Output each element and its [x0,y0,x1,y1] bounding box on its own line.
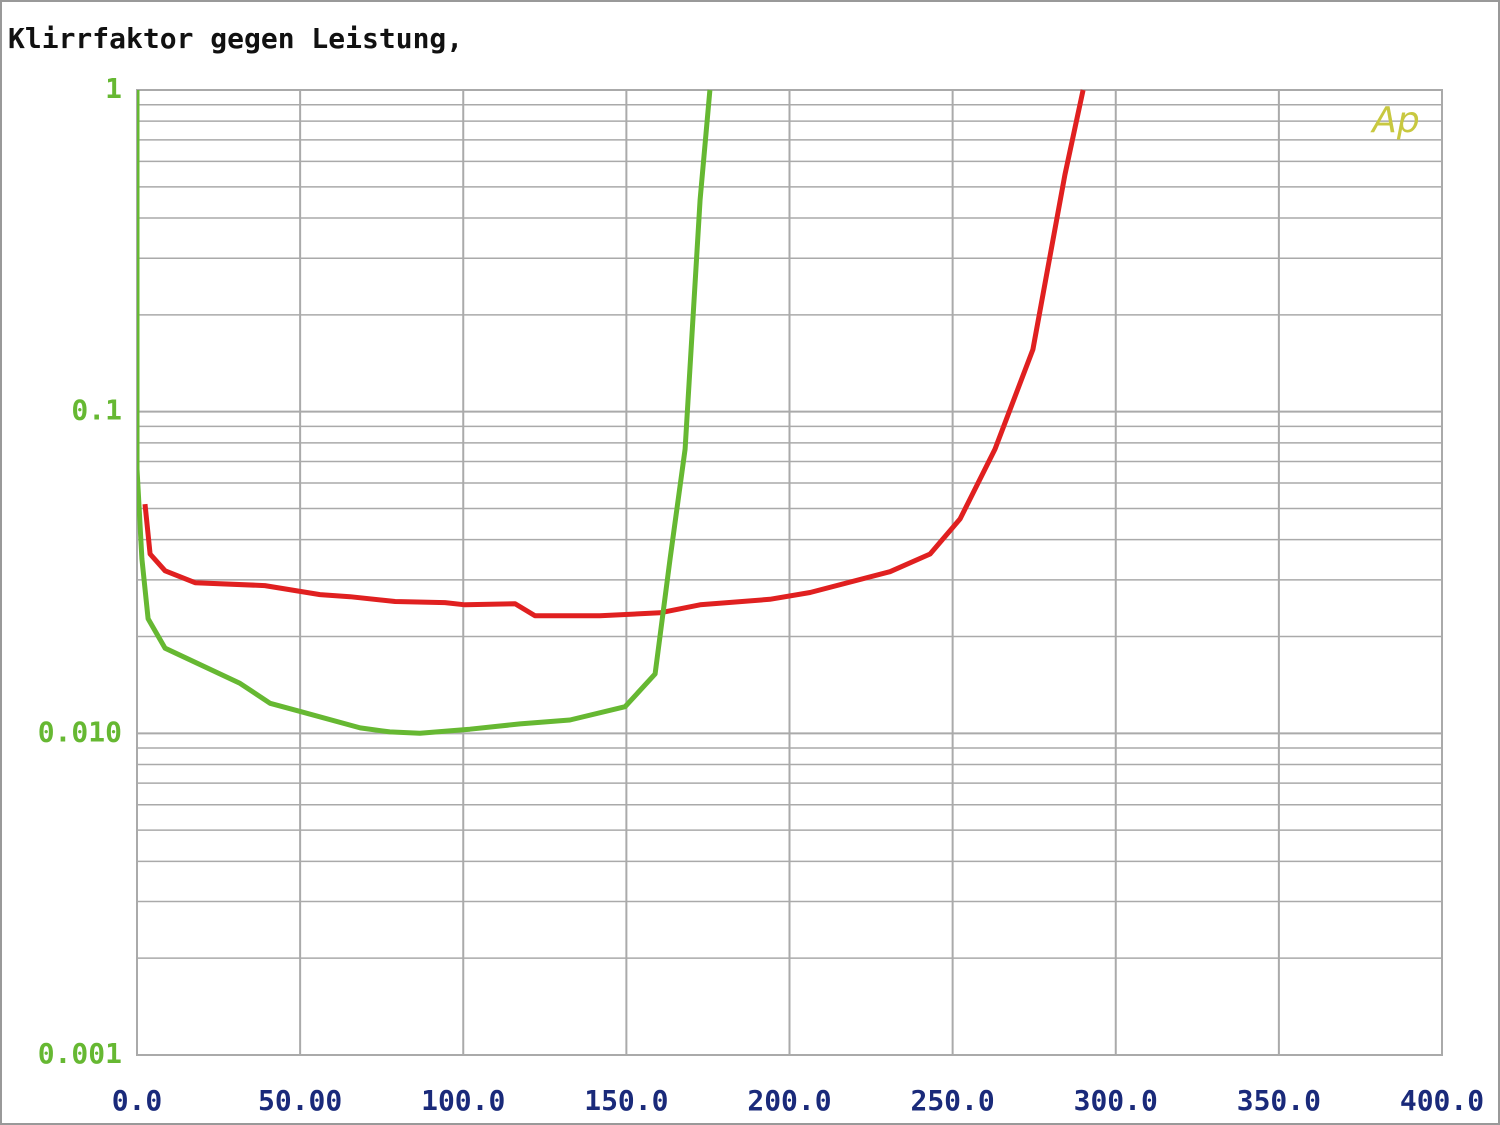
logo: Ap [1370,100,1419,141]
chart-title: Klirrfaktor gegen Leistung, [8,22,463,55]
x-tick-label: 0.0 [112,1084,163,1117]
x-tick-label: 300.0 [1074,1084,1158,1117]
x-tick-label: 200.0 [747,1084,831,1117]
y-tick-label: 0.1 [71,394,122,427]
series-line [142,89,1086,619]
y-tick-label: 0.001 [38,1037,122,1070]
y-tick-label: 0.010 [38,715,122,748]
x-tick-label: 350.0 [1237,1084,1321,1117]
x-tick-label: 100.0 [421,1084,505,1117]
series-line [137,89,713,736]
x-tick-label: 150.0 [584,1084,668,1117]
y-tick-label: 1 [105,72,122,105]
x-tick-label: 250.0 [910,1084,994,1117]
x-tick-label: 50.00 [258,1084,342,1117]
x-tick-label: 400.0 [1400,1084,1484,1117]
